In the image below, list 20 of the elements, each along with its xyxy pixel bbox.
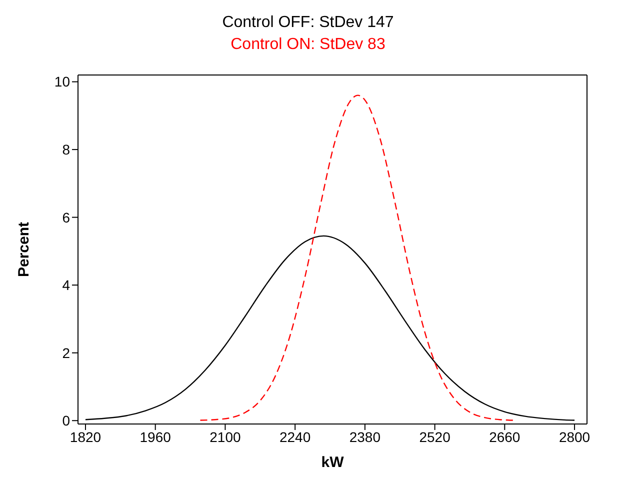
- line-series: [200, 94, 516, 421]
- text: Control ON: StDev 83: [230, 35, 386, 55]
- y-tick-label: 6: [62, 209, 70, 226]
- y-tick-label: 2: [62, 344, 70, 361]
- x-tick-label: 2520: [419, 428, 451, 445]
- line-series: [84, 235, 576, 421]
- x-axis-title: kW: [321, 454, 345, 471]
- y-tick-label: 8: [62, 142, 70, 158]
- text: Control OFF: StDev 147: [221, 13, 395, 33]
- y-tick-label: 10: [54, 74, 70, 90]
- x-tick-label: 2380: [349, 428, 381, 445]
- y-tick-label: 4: [62, 277, 70, 294]
- x-tick-label: 2100: [210, 428, 241, 445]
- y-tick-label: 0: [62, 412, 70, 429]
- x-tick-label: 1960: [140, 428, 172, 445]
- x-tick-label: 2800: [558, 428, 590, 445]
- x-tick-label: 1820: [70, 428, 102, 445]
- x-tick-label: 2240: [279, 428, 311, 445]
- x-tick-label: 2660: [489, 428, 520, 445]
- y-axis-title: Percent: [15, 222, 32, 278]
